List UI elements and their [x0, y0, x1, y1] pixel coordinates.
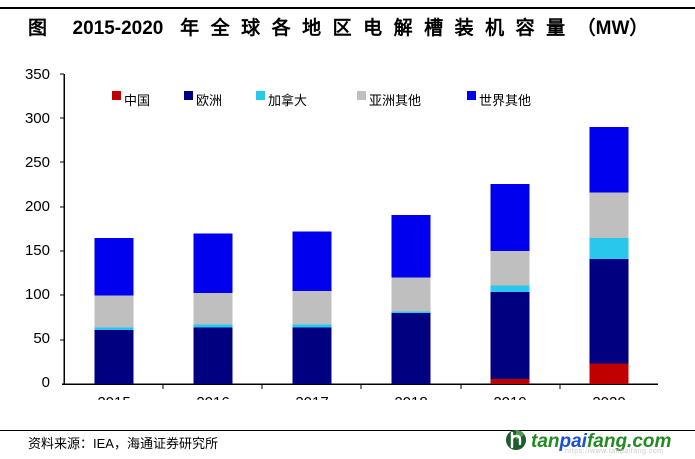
svg-text:300: 300	[25, 110, 50, 127]
svg-text:250: 250	[25, 154, 50, 171]
svg-text:2017: 2017	[295, 394, 328, 400]
svg-text:2015: 2015	[97, 394, 130, 400]
svg-text:2016: 2016	[196, 394, 229, 400]
svg-text:2020: 2020	[592, 394, 625, 400]
svg-text:2019: 2019	[493, 394, 526, 400]
svg-text:50: 50	[33, 330, 50, 347]
svg-text:100: 100	[25, 286, 50, 303]
svg-text:0: 0	[42, 374, 50, 391]
svg-text:200: 200	[25, 198, 50, 215]
svg-text:150: 150	[25, 242, 50, 259]
svg-text:2018: 2018	[394, 394, 427, 400]
svg-text:350: 350	[25, 66, 50, 83]
